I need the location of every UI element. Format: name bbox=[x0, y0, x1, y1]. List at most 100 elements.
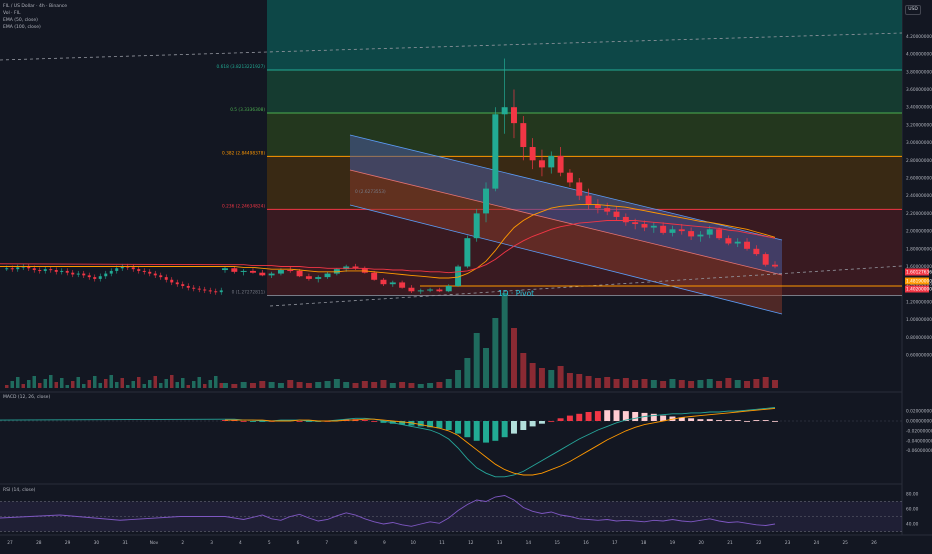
price-axis-label: 4.20000000 bbox=[906, 34, 932, 40]
macd-line-history bbox=[0, 418, 226, 421]
candle-body bbox=[622, 216, 629, 223]
volume-bar bbox=[585, 376, 592, 388]
volume-bar bbox=[109, 375, 113, 388]
price-tag-bg bbox=[905, 285, 929, 293]
volume-bar bbox=[71, 381, 75, 388]
time-axis-label: 29 bbox=[65, 540, 71, 546]
candle-body bbox=[164, 277, 168, 280]
volume-bar bbox=[352, 383, 359, 388]
candle-body bbox=[660, 225, 667, 233]
volume-bar bbox=[678, 380, 685, 388]
macd-histogram-bar bbox=[473, 421, 480, 441]
symbol-title: FIL / US Dollar · 4h · Binance bbox=[3, 4, 68, 9]
rsi-label: RSI (14, close) bbox=[3, 488, 36, 493]
time-axis-label: 8 bbox=[354, 540, 357, 546]
macd-histogram-bar bbox=[548, 421, 555, 422]
volume-bar bbox=[197, 377, 201, 388]
candle-body bbox=[772, 264, 778, 267]
candle-body bbox=[744, 241, 751, 249]
macd-histogram-bar bbox=[538, 421, 545, 424]
price-axis-label: 2.60000000 bbox=[906, 176, 932, 182]
volume-bar bbox=[87, 380, 91, 388]
volume-bar bbox=[192, 381, 196, 388]
volume-bar bbox=[126, 385, 130, 388]
volume-bar bbox=[315, 382, 322, 388]
candle-body bbox=[380, 279, 387, 285]
volume-bar bbox=[725, 378, 732, 388]
candle-body bbox=[594, 204, 601, 209]
macd-signal-line bbox=[225, 407, 776, 476]
time-axis-label: 19 bbox=[670, 540, 676, 546]
macd-histogram-bar bbox=[622, 411, 629, 421]
macd-histogram-bar bbox=[417, 421, 424, 427]
macd-histogram-bar bbox=[594, 411, 601, 421]
volume-bar bbox=[436, 382, 443, 388]
candle-body bbox=[613, 211, 620, 217]
macd-histogram-bar bbox=[678, 417, 685, 421]
volume-bar bbox=[427, 383, 434, 388]
price-axis-label: 3.20000000 bbox=[906, 122, 932, 128]
volume-bar bbox=[159, 383, 163, 388]
candle-body bbox=[436, 289, 443, 292]
ema100-legend: EMA (100, close) bbox=[3, 25, 41, 30]
candle-body bbox=[753, 248, 760, 255]
price-axis-label: 0.80000000 bbox=[906, 335, 932, 341]
candle-body bbox=[148, 271, 152, 274]
volume-bar bbox=[76, 377, 80, 388]
time-axis-label: 4 bbox=[239, 540, 242, 546]
candle-body bbox=[21, 266, 25, 268]
volume-bar bbox=[483, 348, 489, 388]
macd-histogram-bar bbox=[585, 412, 592, 421]
time-axis-label: 30 bbox=[94, 540, 100, 546]
rsi-axis-label: 60.00 bbox=[906, 507, 919, 513]
volume-bar bbox=[208, 380, 212, 388]
rsi-axis-label: 40.00 bbox=[906, 522, 919, 528]
price-axis-label: 3.40000000 bbox=[906, 105, 932, 111]
candle-body bbox=[181, 284, 185, 286]
volume-bar bbox=[296, 382, 303, 388]
volume-bar bbox=[604, 377, 611, 388]
rsi-line bbox=[224, 495, 776, 527]
price-axis-label: 1.00000000 bbox=[906, 317, 932, 323]
volume-bar bbox=[511, 328, 517, 388]
fib-label-0: 0.618 (3.8213221927) bbox=[217, 64, 266, 70]
price-axis-label: 1.40000000 bbox=[906, 282, 932, 288]
macd-histogram-bar bbox=[492, 421, 499, 441]
volume-legend: Vol · FIL bbox=[3, 11, 21, 16]
candle-body bbox=[10, 268, 14, 270]
candle-body bbox=[492, 114, 499, 189]
macd-axis-label: -0.04000000 bbox=[906, 438, 932, 444]
candle-body bbox=[203, 289, 207, 291]
fib-label-2: 0.382 (2.84498378) bbox=[222, 150, 265, 156]
volume-bar bbox=[219, 383, 223, 388]
volume-bar bbox=[305, 383, 312, 388]
macd-histogram-bar bbox=[762, 420, 769, 421]
volume-bar bbox=[82, 384, 86, 388]
volume-bar bbox=[380, 380, 387, 388]
macd-histogram-bar bbox=[371, 421, 378, 422]
time-axis-label: 17 bbox=[612, 540, 618, 546]
volume-bar bbox=[120, 378, 124, 388]
time-axis-label: 5 bbox=[268, 540, 271, 546]
macd-histogram-bar bbox=[557, 418, 564, 421]
price-axis-label: 3.60000000 bbox=[906, 87, 932, 93]
candle-body bbox=[197, 288, 201, 290]
candle-body bbox=[214, 291, 218, 293]
volume-bar bbox=[399, 382, 406, 388]
volume-bar bbox=[343, 382, 350, 388]
candle-body bbox=[716, 229, 723, 239]
channel-lower-band bbox=[350, 170, 782, 314]
volume-bar bbox=[520, 353, 527, 388]
volume-bar bbox=[153, 376, 157, 388]
fib-label-4: 0 (1.27272811) bbox=[232, 289, 266, 295]
macd-histogram-bar bbox=[296, 421, 303, 422]
candle-body bbox=[153, 273, 157, 276]
macd-histogram-bar bbox=[399, 421, 406, 425]
candle-body bbox=[131, 267, 135, 270]
time-axis-label: 24 bbox=[814, 540, 820, 546]
time-axis-label: 12 bbox=[468, 540, 474, 546]
channel-mid-line bbox=[349, 169, 783, 276]
currency-badge[interactable]: USD bbox=[905, 5, 921, 15]
macd-histogram-bar bbox=[688, 418, 695, 421]
